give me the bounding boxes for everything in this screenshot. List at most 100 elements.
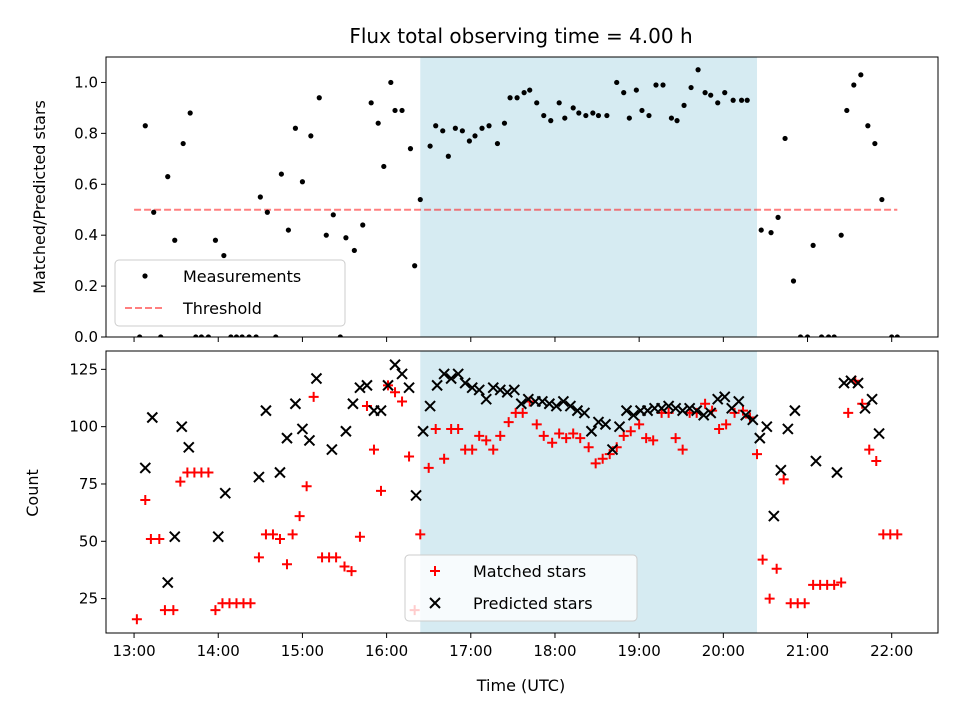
x-tick-label: 21:00 [786, 642, 829, 660]
series-predicted-stars [139, 359, 885, 589]
data-point [175, 476, 186, 487]
data-point [187, 110, 193, 116]
data-point [375, 404, 387, 417]
data-point [669, 402, 682, 415]
data-point [688, 84, 694, 91]
data-point [205, 334, 212, 337]
data-point [851, 82, 857, 88]
data-point [838, 377, 850, 389]
legend-entry: Matched stars [473, 562, 586, 581]
data-point [611, 442, 622, 453]
data-point [550, 400, 563, 412]
data-point [407, 146, 414, 152]
data-point [183, 441, 195, 454]
data-point [521, 90, 527, 96]
data-point [634, 419, 645, 430]
data-point [253, 471, 265, 483]
data-point [858, 72, 864, 78]
data-point [626, 115, 632, 121]
data-point [604, 449, 615, 460]
data-point [674, 118, 680, 124]
data-point [501, 120, 508, 126]
data-point [427, 143, 433, 149]
data-point [139, 462, 151, 474]
legend-marker [430, 566, 440, 576]
data-point [681, 102, 687, 108]
data-point [396, 368, 408, 380]
legend-marker [429, 597, 441, 609]
data-point [873, 427, 885, 440]
top-panel: 0.0 0.2 0.4 0.6 0.8 1.0 Measurements Threshold [74, 56, 939, 346]
data-point [782, 135, 788, 142]
data-point [738, 97, 745, 103]
data-point [193, 334, 199, 337]
data-point [481, 435, 492, 446]
data-point [789, 404, 801, 417]
data-point [264, 209, 270, 215]
data-point [758, 227, 764, 233]
data-point [210, 605, 221, 616]
data-point [274, 466, 286, 479]
data-point [310, 372, 323, 385]
data-point [576, 110, 582, 116]
data-point [843, 407, 854, 418]
data-point [547, 437, 558, 448]
data-point [790, 278, 797, 284]
data-point [757, 554, 768, 565]
data-point [754, 432, 766, 444]
data-point [845, 375, 857, 387]
data-point [354, 531, 365, 542]
data-point [239, 334, 245, 337]
data-point [486, 123, 492, 129]
data-point [641, 433, 652, 444]
data-point [399, 107, 405, 114]
data-point [146, 411, 159, 424]
chart-title: Flux total observing time = 4.00 h [349, 24, 692, 48]
data-point [730, 97, 736, 103]
data-point [646, 112, 652, 119]
data-point [459, 377, 471, 389]
x-tick-label: 17:00 [449, 642, 492, 660]
plot-area [131, 359, 903, 625]
bottom-y-axis-label: Count [23, 469, 42, 517]
data-point [203, 467, 214, 478]
plot-area [134, 67, 900, 337]
data-point [768, 510, 780, 522]
data-point [778, 474, 789, 485]
legend-entry: Measurements [183, 267, 301, 286]
data-point [351, 247, 357, 254]
data-point [740, 409, 752, 421]
data-point [410, 489, 422, 502]
data-point [299, 179, 306, 185]
data-point [412, 263, 418, 269]
data-point [543, 398, 556, 410]
data-point [700, 398, 711, 409]
data-point [233, 334, 240, 337]
data-point [668, 115, 675, 121]
data-point [719, 391, 731, 403]
data-point [721, 419, 732, 430]
data-point [228, 334, 234, 337]
data-point [417, 425, 429, 437]
data-point [430, 423, 441, 434]
y-tick-label: 75 [79, 475, 98, 493]
data-point [303, 434, 316, 447]
data-point [212, 530, 224, 543]
data-point [583, 442, 594, 453]
axes-frame [105, 56, 939, 338]
data-point [831, 466, 843, 479]
data-point [168, 605, 179, 616]
data-point [474, 430, 485, 441]
data-point [198, 334, 205, 337]
data-point [445, 372, 457, 385]
data-point [733, 395, 745, 408]
data-point [818, 334, 825, 337]
data-point [744, 97, 750, 103]
data-point [722, 90, 728, 96]
data-point [361, 379, 373, 392]
data-point [472, 133, 478, 139]
data-point [397, 396, 408, 407]
data-point [501, 386, 513, 398]
data-point [296, 423, 309, 435]
